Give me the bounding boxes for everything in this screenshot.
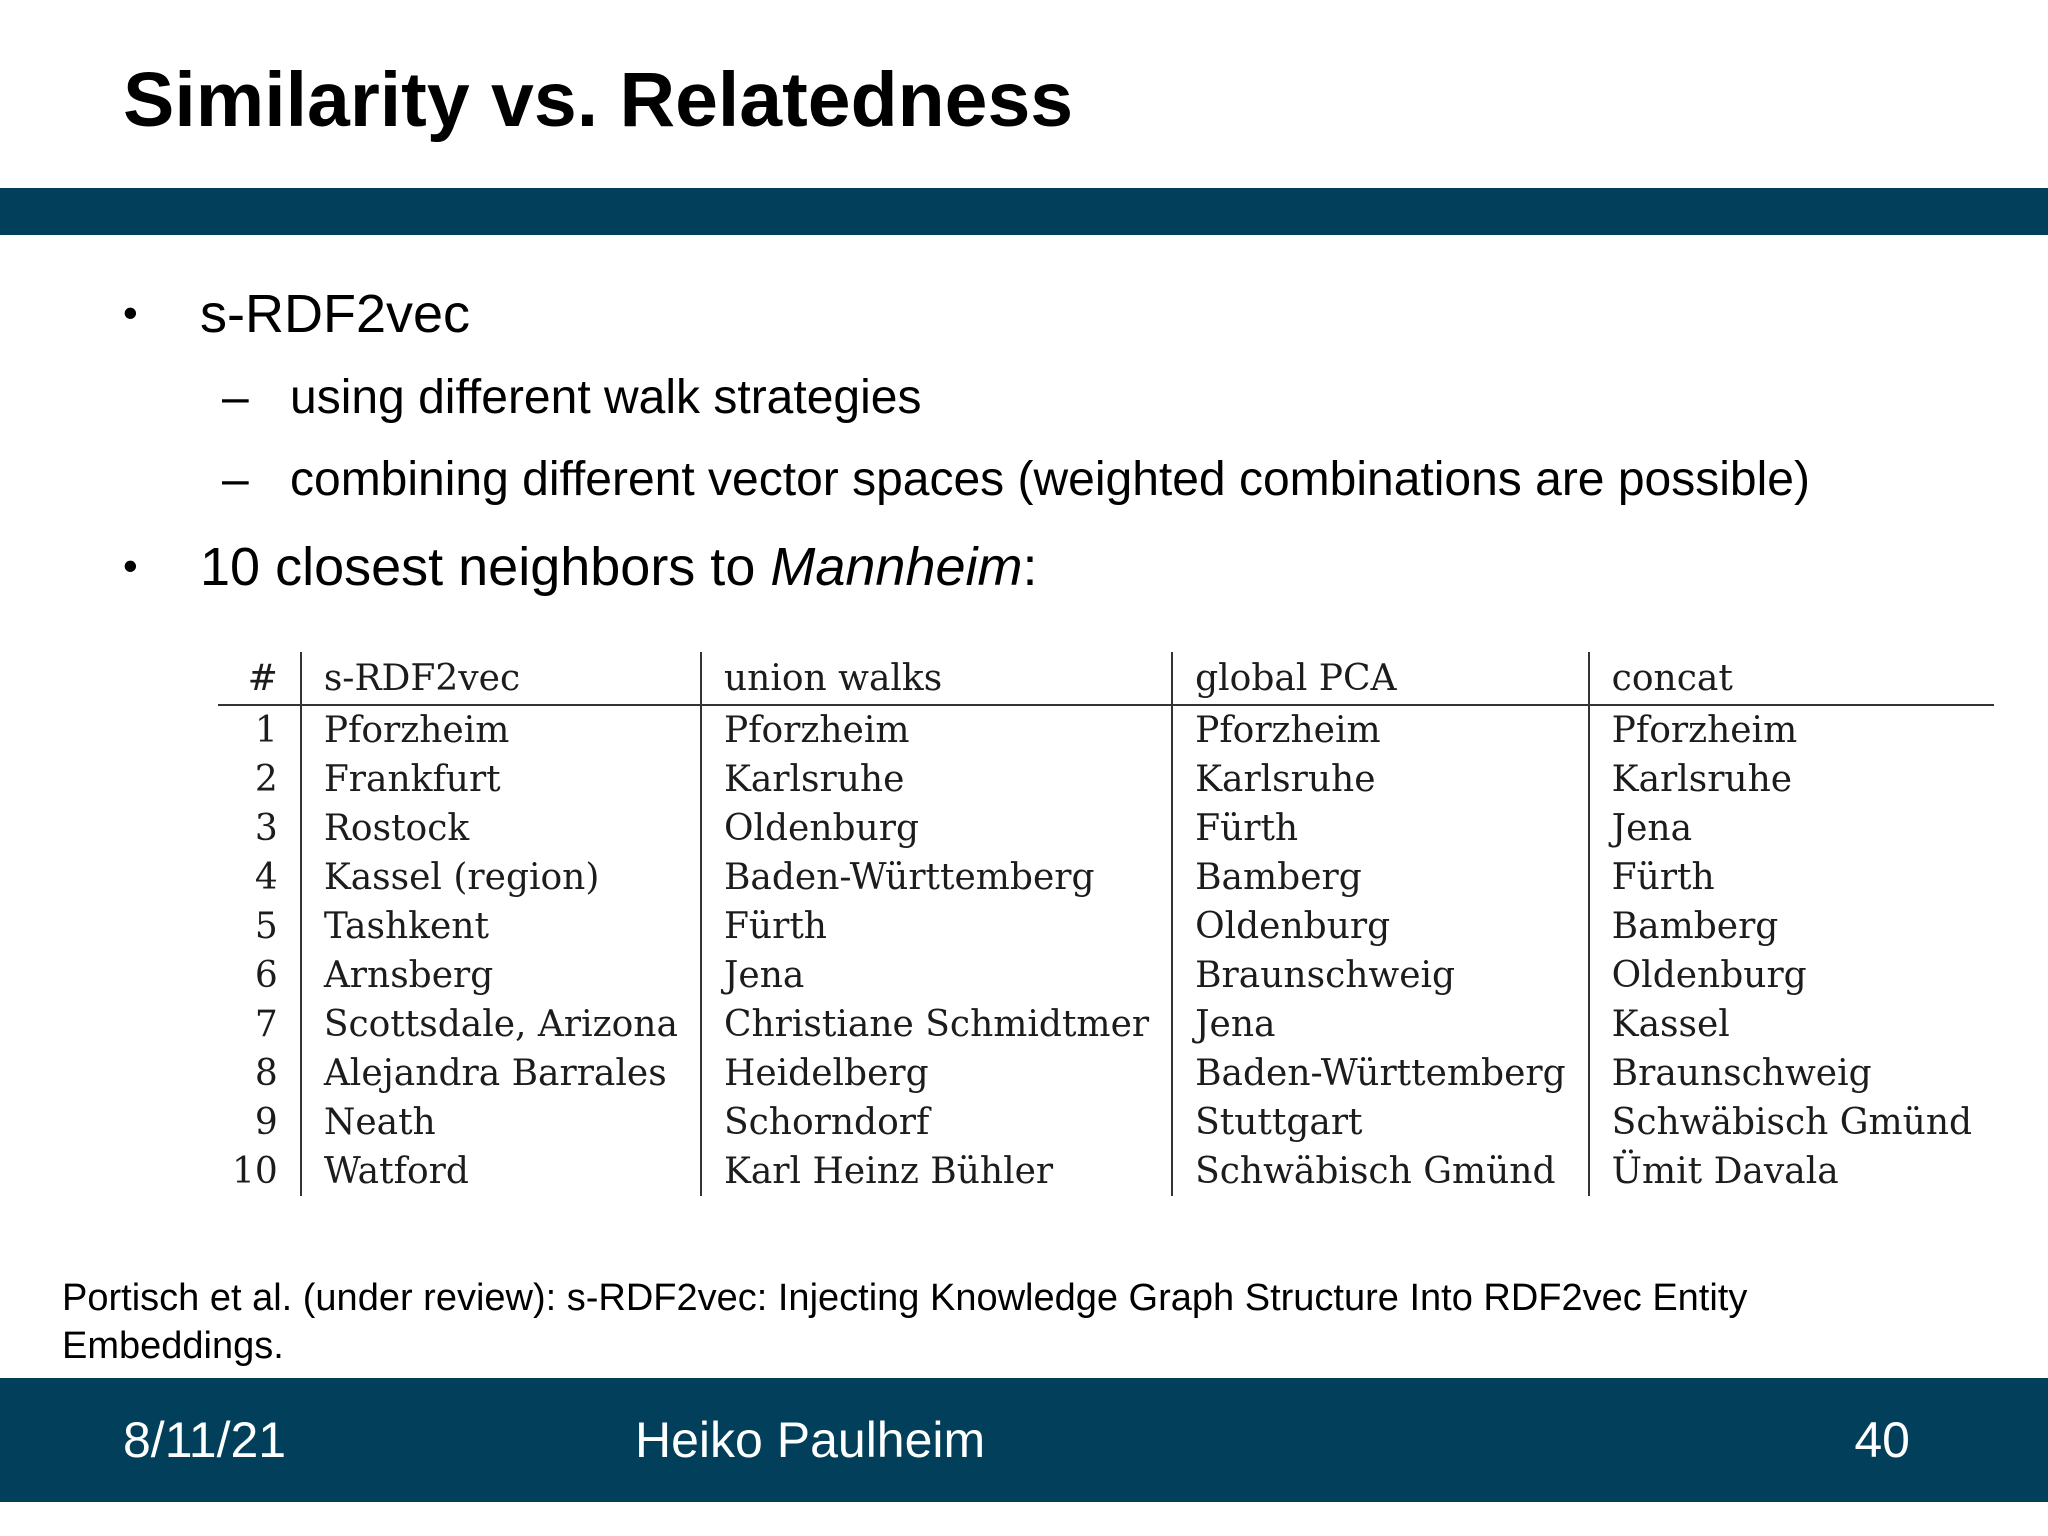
table-cell: Pforzheim [699, 705, 1173, 755]
neighbors-table: # s-RDF2vec union walks global PCA conca… [218, 652, 1995, 1196]
table-cell: Braunschweig [1587, 1049, 1995, 1098]
table-row: 9 Neath Schorndorf Stuttgart Schwäbisch … [218, 1098, 1995, 1147]
table-cell: Frankfurt [299, 755, 701, 804]
table-row: 7 Scottsdale, Arizona Christiane Schmidt… [218, 1000, 1995, 1049]
table-cell: 1 [254, 710, 278, 751]
table-cell: 7 [254, 1004, 278, 1045]
bullet-item: • 10 closest neighbors to Mannheim: [123, 536, 1038, 598]
table-cell: 2 [254, 759, 278, 800]
footer-author: Heiko Paulheim [635, 1412, 986, 1468]
page-number: 40 [1854, 1412, 1910, 1468]
table-cell: Ümit Davala [1587, 1147, 1995, 1196]
table-cell: 10 [232, 1151, 278, 1192]
table-row: 8 Alejandra Barrales Heidelberg Baden-Wü… [218, 1049, 1995, 1098]
table-cell: Baden-Württemberg [1171, 1049, 1589, 1098]
table-cell: 4 [254, 857, 278, 898]
table-cell: Fürth [699, 902, 1173, 951]
table-cell: Kassel (region) [299, 853, 701, 902]
table-row: 2 Frankfurt Karlsruhe Karlsruhe Karlsruh… [218, 755, 1995, 804]
bullet-item: • s-RDF2vec [123, 283, 470, 345]
footer-date: 8/11/21 [123, 1412, 287, 1468]
table-cell: Schwäbisch Gmünd [1587, 1098, 1995, 1147]
bullet-text-prefix: 10 closest neighbors to [200, 537, 771, 597]
table-cell: Schorndorf [699, 1098, 1173, 1147]
table-row: 10 Watford Karl Heinz Bühler Schwäbisch … [218, 1147, 1995, 1196]
column-header: concat [1587, 652, 1995, 706]
table-row: 6 Arnsberg Jena Braunschweig Oldenburg [218, 951, 1995, 1000]
footer-bar: 8/11/21 Heiko Paulheim 40 [0, 1378, 2048, 1502]
table-cell: Fürth [1587, 853, 1995, 902]
table-cell: Stuttgart [1171, 1098, 1589, 1147]
table-row: 1 Pforzheim Pforzheim Pforzheim Pforzhei… [218, 705, 1995, 755]
table-cell: Scottsdale, Arizona [299, 1000, 701, 1049]
bullet-marker: • [123, 542, 138, 589]
table-cell: Pforzheim [299, 705, 701, 755]
table-header-row: # s-RDF2vec union walks global PCA conca… [218, 652, 1995, 706]
table-cell: Oldenburg [699, 804, 1173, 853]
table-cell: Pforzheim [1587, 705, 1995, 755]
bullet-emphasis: Mannheim [770, 537, 1023, 597]
sub-bullet-text: combining different vector spaces (weigh… [290, 453, 1810, 506]
citation: Portisch et al. (under review): s-RDF2ve… [62, 1277, 1748, 1367]
table-cell: Oldenburg [1171, 902, 1589, 951]
table-cell: Karl Heinz Bühler [699, 1147, 1173, 1196]
table-cell: Oldenburg [1587, 951, 1995, 1000]
bullet-text-suffix: : [1022, 537, 1038, 597]
column-header: union walks [699, 652, 1173, 706]
table-row: 4 Kassel (region) Baden-Württemberg Bamb… [218, 853, 1995, 902]
bullet-marker: • [123, 289, 138, 336]
column-header: s-RDF2vec [299, 652, 701, 706]
table-cell: Neath [299, 1098, 701, 1147]
table-cell: Karlsruhe [1587, 755, 1995, 804]
table-cell: Fürth [1171, 804, 1589, 853]
table-cell: Braunschweig [1171, 951, 1589, 1000]
table-cell: Rostock [299, 804, 701, 853]
table-cell: Alejandra Barrales [299, 1049, 701, 1098]
table-cell: Bamberg [1171, 853, 1589, 902]
column-header: global PCA [1171, 652, 1589, 706]
table-cell: Watford [299, 1147, 701, 1196]
table-cell: Karlsruhe [1171, 755, 1589, 804]
slide-title: Similarity vs. Relatedness [123, 57, 1074, 143]
sub-bullet-item: – using different walk strategies [222, 370, 921, 425]
table-cell: Schwäbisch Gmünd [1171, 1147, 1589, 1196]
title-band [0, 188, 2048, 235]
table-cell: Kassel [1587, 1000, 1995, 1049]
bullet-text: s-RDF2vec [200, 284, 471, 344]
table-cell: Karlsruhe [699, 755, 1173, 804]
table-cell: Baden-Württemberg [699, 853, 1173, 902]
dash-marker: – [222, 453, 249, 506]
column-header: # [218, 652, 301, 706]
table-cell: Jena [1171, 1000, 1589, 1049]
table-cell: 8 [254, 1053, 278, 1094]
table-cell: 9 [254, 1102, 278, 1143]
table-cell: Heidelberg [699, 1049, 1173, 1098]
table-cell: Tashkent [299, 902, 701, 951]
sub-bullet-text: using different walk strategies [290, 371, 922, 424]
table-cell: Bamberg [1587, 902, 1995, 951]
table-cell: Jena [699, 951, 1173, 1000]
dash-marker: – [222, 371, 249, 424]
table-cell: Jena [1587, 804, 1995, 853]
table-cell: 5 [254, 906, 278, 947]
table-cell: Pforzheim [1171, 705, 1589, 755]
table-cell: 6 [254, 955, 278, 996]
sub-bullet-item: – combining different vector spaces (weig… [222, 452, 1810, 507]
table-cell: Christiane Schmidtmer [699, 1000, 1173, 1049]
table-row: 3 Rostock Oldenburg Fürth Jena [218, 804, 1995, 853]
table-cell: 3 [254, 808, 278, 849]
table-row: 5 Tashkent Fürth Oldenburg Bamberg [218, 902, 1995, 951]
table-cell: Arnsberg [299, 951, 701, 1000]
